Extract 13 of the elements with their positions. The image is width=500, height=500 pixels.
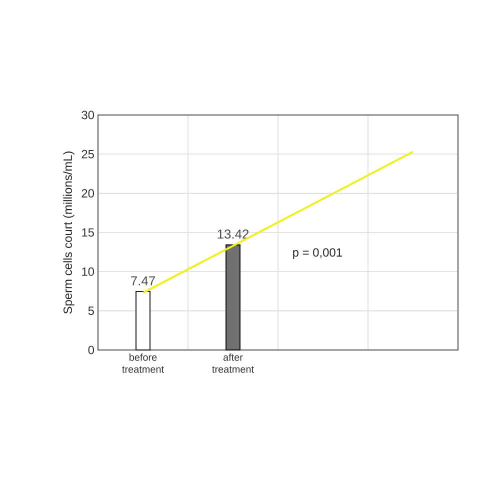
y-tick-label: 10	[82, 267, 94, 276]
data-label: 13.42	[218, 229, 249, 239]
y-tick-label: 30	[82, 110, 94, 120]
data-label: 7.47	[131, 276, 155, 286]
y-tick-label: 25	[82, 150, 94, 158]
y-tick-label: 5	[88, 306, 94, 315]
x-tick-label: after treatment	[212, 354, 254, 373]
y-tick-label: 15	[82, 228, 94, 237]
y-tick-label: 0	[88, 346, 94, 354]
y-axis-title: Sperm cells court (millions/mL)	[63, 152, 74, 314]
annotation: p = 0,001	[293, 248, 342, 260]
y-tick-label: 20	[82, 189, 94, 198]
x-tick-label: before treatment	[122, 354, 164, 373]
